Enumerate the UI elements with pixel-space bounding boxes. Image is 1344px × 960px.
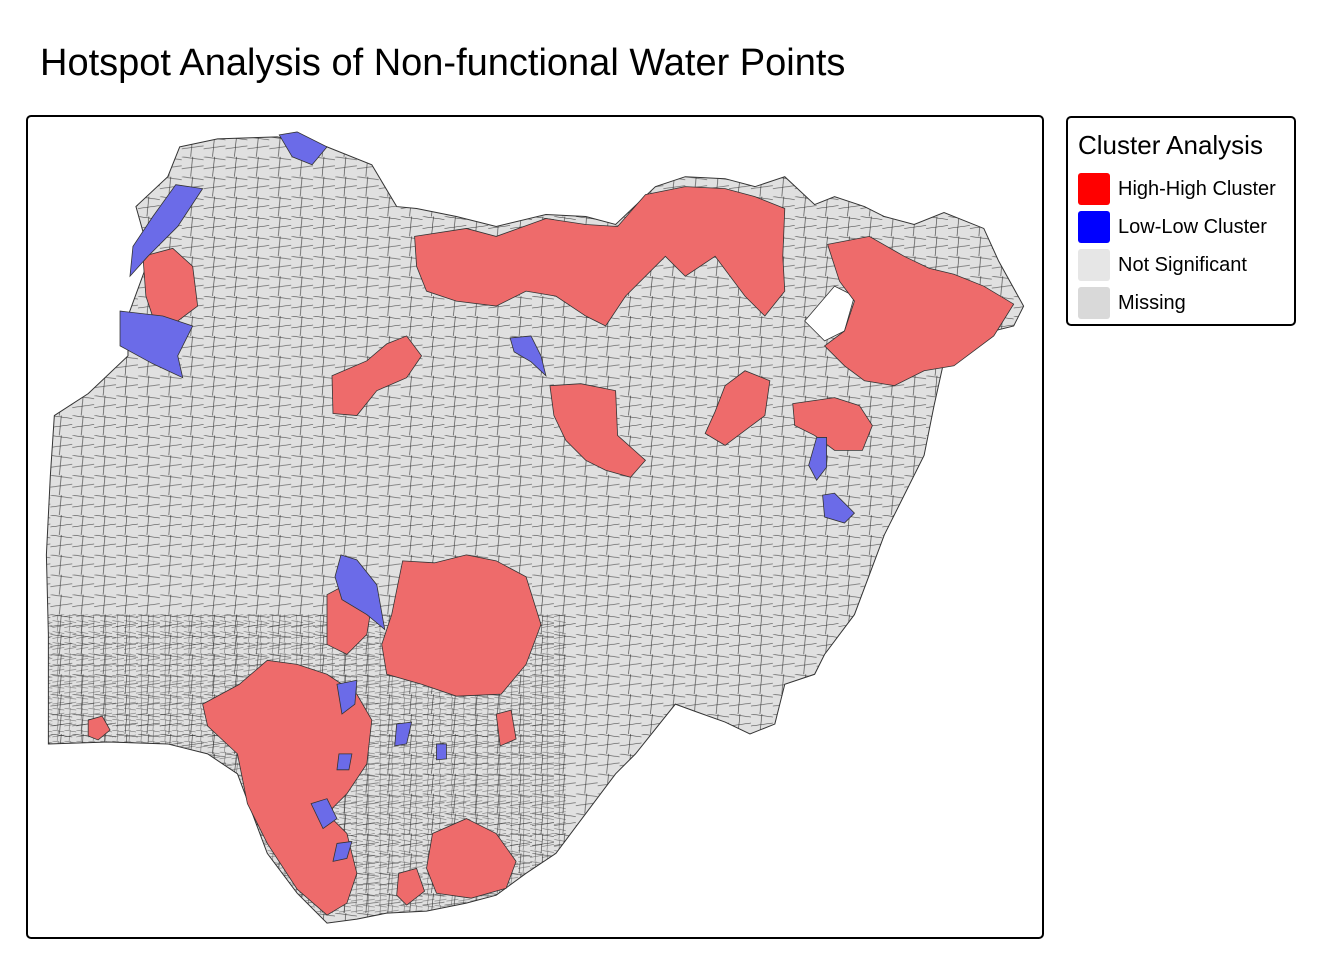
legend-label-high-high: High-High Cluster bbox=[1118, 178, 1276, 200]
legend-swatch-low-low bbox=[1078, 211, 1110, 243]
ll-cluster-far-north bbox=[278, 131, 328, 166]
legend-item-low-low: Low-Low Cluster bbox=[1078, 211, 1293, 243]
hh-cluster-southeast bbox=[426, 818, 517, 899]
ll-cluster-northwest-edge bbox=[129, 184, 204, 278]
ll-cluster-delta-a bbox=[336, 679, 358, 715]
hh-cluster-southwest bbox=[202, 659, 373, 916]
hh-cluster-north-central bbox=[414, 186, 786, 327]
ll-cluster-delta-b bbox=[394, 721, 413, 747]
ll-cluster-southwest-a bbox=[310, 798, 338, 830]
legend-title: Cluster Analysis bbox=[1078, 130, 1263, 160]
hh-cluster-east-center-b bbox=[792, 397, 873, 451]
page-title: Hotspot Analysis of Non-functional Water… bbox=[40, 42, 846, 84]
choropleth-map[interactable] bbox=[28, 117, 1042, 937]
legend-swatch-not-significant bbox=[1078, 249, 1110, 281]
missing-region[interactable] bbox=[804, 285, 855, 342]
high-high-clusters[interactable] bbox=[87, 186, 1015, 916]
map-panel[interactable] bbox=[26, 115, 1044, 939]
ll-cluster-east-lower bbox=[822, 492, 856, 524]
legend-swatch-high-high bbox=[1078, 173, 1110, 205]
hh-cluster-west-north bbox=[331, 335, 423, 416]
low-low-clusters[interactable] bbox=[119, 131, 856, 862]
hh-cluster-coast-west bbox=[396, 867, 426, 906]
legend-label-low-low: Low-Low Cluster bbox=[1118, 216, 1267, 238]
ll-cluster-south-small bbox=[336, 753, 353, 771]
hh-cluster-central-south bbox=[381, 554, 542, 697]
hh-cluster-east-center-a bbox=[704, 370, 771, 446]
ll-cluster-north-center bbox=[509, 335, 547, 377]
legend-item-not-significant: Not Significant bbox=[1078, 249, 1293, 281]
hh-cluster-lagos bbox=[87, 715, 111, 741]
hh-cluster-northwest bbox=[142, 247, 199, 327]
legend-swatch-missing bbox=[1078, 287, 1110, 319]
legend-label-not-significant: Not Significant bbox=[1118, 254, 1247, 276]
ll-cluster-west-edge bbox=[119, 310, 194, 379]
hh-cluster-northeast bbox=[823, 235, 1015, 387]
ll-cluster-southwest-b bbox=[332, 840, 353, 862]
hh-cluster-center-north bbox=[549, 383, 647, 478]
ll-cluster-center-small bbox=[436, 743, 447, 761]
ll-cluster-east bbox=[808, 437, 827, 481]
legend-item-missing: Missing bbox=[1078, 287, 1293, 319]
ll-cluster-central bbox=[334, 554, 386, 631]
legend: Cluster Analysis High-High Cluster Low-L… bbox=[1066, 116, 1296, 326]
legend-item-high-high: High-High Cluster bbox=[1078, 173, 1293, 205]
hh-cluster-east-south-small bbox=[495, 709, 517, 747]
legend-label-missing: Missing bbox=[1118, 292, 1186, 314]
